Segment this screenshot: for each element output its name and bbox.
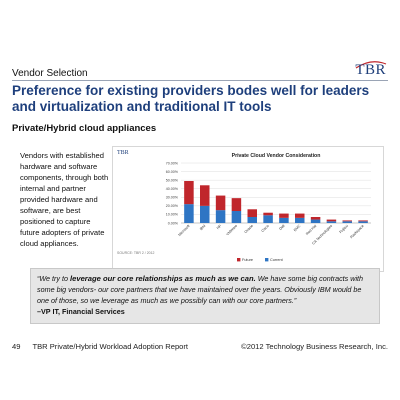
tbr-logo: TBR: [355, 62, 386, 78]
body-text: Vendors with established hardware and so…: [20, 151, 109, 248]
bar-current: [247, 217, 257, 223]
bar-current: [215, 210, 226, 223]
y-tick-label: 20.00%: [166, 204, 179, 208]
x-tick-label: HP: [216, 223, 223, 230]
chart-container: TBR Private Cloud Vendor Consideration 0.…: [112, 146, 384, 272]
page-number: 49: [12, 342, 21, 351]
bar-future: [295, 213, 305, 218]
bar-current: [342, 221, 352, 223]
bar-future: [358, 220, 368, 222]
bar-current: [184, 204, 194, 223]
x-tick-label: Dell: [278, 224, 285, 231]
quote-author: –VP IT, Financial Services: [37, 307, 125, 316]
bar-future: [326, 219, 337, 222]
x-tick-label: Cisco: [261, 224, 270, 233]
y-tick-label: 0.00%: [168, 221, 179, 225]
bar-current: [231, 211, 242, 223]
x-tick-label: Red Hat: [305, 224, 317, 236]
bar-future: [231, 198, 242, 211]
bar-current: [263, 215, 273, 223]
slide-headline: Preference for existing providers bodes …: [12, 83, 370, 114]
x-tick-label: VMWare: [226, 224, 239, 237]
bar-future: [342, 220, 352, 222]
bar-future: [279, 213, 289, 218]
x-tick-label: Microsoft: [177, 224, 190, 237]
report-title: TBR Private/Hybrid Workload Adoption Rep…: [32, 342, 189, 351]
legend-swatch: [265, 258, 269, 262]
legend-label: Current: [270, 258, 284, 262]
bar-current: [358, 221, 368, 223]
bar-future: [310, 217, 321, 220]
y-tick-label: 30.00%: [166, 196, 179, 200]
bar-current: [326, 221, 337, 223]
chart-title: Private Cloud Vendor Consideration: [232, 153, 321, 159]
y-tick-label: 10.00%: [166, 213, 179, 217]
quote-body: We have some big contracts with some big…: [37, 274, 364, 305]
x-tick-label: Fujitsu: [339, 224, 349, 234]
footer-left: 49 TBR Private/Hybrid Workload Adoption …: [12, 342, 188, 351]
chart-source: SOURCE: TBR 2 / 2012: [117, 251, 155, 255]
bar-chart: Private Cloud Vendor Consideration 0.00% 1…: [166, 153, 371, 262]
y-tick-label: 40.00%: [166, 187, 179, 191]
bar-future: [200, 185, 210, 206]
y-tick-label: 60.00%: [166, 170, 179, 174]
bar-future: [247, 209, 257, 217]
bar-future: [215, 195, 226, 211]
bar-future: [263, 212, 273, 216]
chart-logo: TBR: [117, 150, 129, 156]
slide-subheading: Private/Hybrid cloud appliances: [12, 123, 157, 134]
quote-open: “We try to: [37, 274, 71, 283]
bar-current: [310, 219, 321, 223]
bar-future: [184, 181, 194, 205]
x-tick-label: EMC: [293, 224, 302, 233]
bar-current: [295, 217, 305, 223]
x-tick-label: Rackspace: [349, 224, 364, 239]
header-divider: [12, 80, 388, 81]
section-label: Vendor Selection: [12, 68, 88, 79]
legend-swatch: [237, 258, 241, 262]
x-tick-label: IBM: [199, 224, 206, 231]
y-tick-label: 50.00%: [166, 178, 179, 182]
copyright: ©2012 Technology Business Research, Inc.: [241, 342, 388, 351]
quote-box: “We try to leverage our core relationshi…: [30, 268, 380, 324]
bar-current: [279, 217, 289, 223]
bar-current: [200, 205, 210, 223]
quote-highlight: leverage our core relationships as much …: [70, 274, 256, 283]
x-tick-label: Oracle: [244, 224, 254, 234]
legend-label: Future: [242, 258, 253, 262]
y-tick-label: 70.00%: [166, 161, 179, 165]
logo-swoosh-icon: [355, 61, 387, 69]
